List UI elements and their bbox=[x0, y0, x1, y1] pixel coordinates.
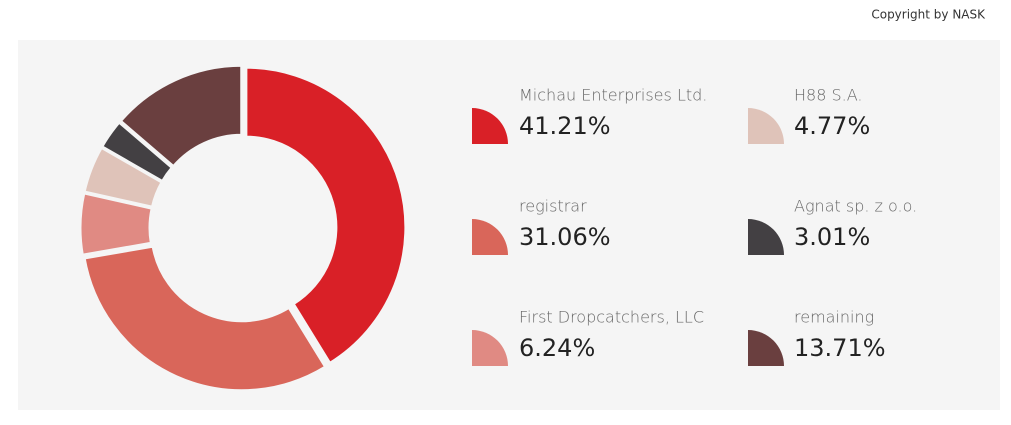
legend-label: remaining bbox=[794, 308, 874, 327]
legend-value: 6.24% bbox=[519, 334, 595, 362]
legend-label: H88 S.A. bbox=[794, 86, 862, 105]
legend-label: Agnat sp. z o.o. bbox=[794, 197, 917, 216]
legend-value: 41.21% bbox=[519, 112, 611, 140]
legend-swatch bbox=[472, 219, 508, 255]
donut-slice bbox=[244, 65, 408, 366]
legend-label: registrar bbox=[519, 197, 587, 216]
copyright: Copyright by NASK bbox=[871, 8, 986, 22]
legend-swatch bbox=[472, 330, 508, 366]
legend-value: 4.77% bbox=[794, 112, 870, 140]
legend-swatch bbox=[748, 219, 784, 255]
legend-swatch bbox=[748, 330, 784, 366]
legend-swatch bbox=[472, 108, 508, 144]
legend-label: First Dropcatchers, LLC bbox=[519, 308, 704, 327]
donut-slice bbox=[82, 244, 328, 393]
legend-label: Michau Enterprises Ltd. bbox=[519, 86, 707, 105]
legend-value: 3.01% bbox=[794, 223, 870, 251]
donut-slice bbox=[99, 119, 175, 184]
legend-value: 13.71% bbox=[794, 334, 886, 362]
donut-slice bbox=[118, 63, 244, 169]
legend-swatch bbox=[748, 108, 784, 144]
legend-value: 31.06% bbox=[519, 223, 611, 251]
